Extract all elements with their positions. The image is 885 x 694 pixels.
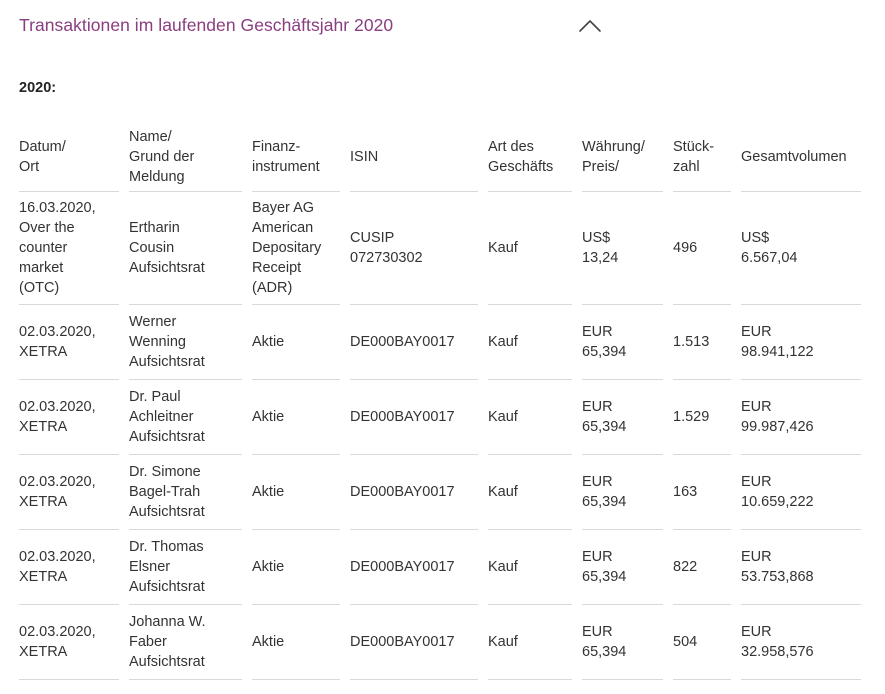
- cell-instrument: Aktie: [252, 605, 350, 680]
- cell-isin: DE000BAY0017: [350, 455, 488, 530]
- cell-isin: DE000BAY0017: [350, 530, 488, 605]
- cell-date-place: 02.03.2020, XETRA: [19, 605, 129, 680]
- table-header-row: Datum/ Ort Name/ Grund der Meldung Finan…: [19, 120, 861, 192]
- cell-date-place: 02.03.2020, XETRA: [19, 380, 129, 455]
- table-row: 02.03.2020, XETRA Dr. Thomas Elsner Aufs…: [19, 530, 861, 605]
- table-row: 02.03.2020, XETRA Werner Wenning Aufsich…: [19, 305, 861, 380]
- cell-instrument: Bayer AG American Depositary Receipt (AD…: [252, 192, 350, 305]
- cell-type: Kauf: [488, 380, 582, 455]
- year-heading: 2020:: [19, 80, 57, 96]
- cell-instrument: Aktie: [252, 305, 350, 380]
- cell-total-volume: EUR 10.659,222: [741, 455, 861, 530]
- cell-currency-price: US$ 13,24: [582, 192, 673, 305]
- cell-quantity: 163: [673, 455, 741, 530]
- cell-type: Kauf: [488, 530, 582, 605]
- cell-date-place: 02.03.2020, XETRA: [19, 305, 129, 380]
- cell-name-reason: Ertharin Cousin Aufsichtsrat: [129, 192, 252, 305]
- column-header-currency-price: Währung/ Preis/: [582, 120, 673, 192]
- column-header-type: Art des Geschäfts: [488, 120, 582, 192]
- cell-name-reason: Dr. Paul Achleitner Aufsichtsrat: [129, 380, 252, 455]
- cell-quantity: 496: [673, 192, 741, 305]
- column-header-instrument: Finanz- instrument: [252, 120, 350, 192]
- cell-name-reason: Dr. Simone Bagel-Trah Aufsichtsrat: [129, 455, 252, 530]
- cell-isin: CUSIP 072730302: [350, 192, 488, 305]
- column-header-quantity: Stück- zahl: [673, 120, 741, 192]
- cell-type: Kauf: [488, 305, 582, 380]
- cell-total-volume: EUR 99.987,426: [741, 380, 861, 455]
- cell-currency-price: EUR 65,394: [582, 455, 673, 530]
- chevron-up-icon[interactable]: [578, 18, 602, 34]
- table-row: 02.03.2020, XETRA Dr. Simone Bagel-Trah …: [19, 455, 861, 530]
- column-header-isin: ISIN: [350, 120, 488, 192]
- cell-quantity: 504: [673, 605, 741, 680]
- column-header-total-volume: Gesamtvolumen: [741, 120, 861, 192]
- table-row: 16.03.2020, Over the counter market (OTC…: [19, 192, 861, 305]
- cell-currency-price: EUR 65,394: [582, 530, 673, 605]
- cell-name-reason: Dr. Thomas Elsner Aufsichtsrat: [129, 530, 252, 605]
- column-header-name-reason: Name/ Grund der Meldung: [129, 120, 252, 192]
- cell-date-place: 02.03.2020, XETRA: [19, 455, 129, 530]
- cell-quantity: 1.513: [673, 305, 741, 380]
- table-row: 02.03.2020, XETRA Johanna W. Faber Aufsi…: [19, 605, 861, 680]
- cell-currency-price: EUR 65,394: [582, 380, 673, 455]
- table-row: 02.03.2020, XETRA Dr. Paul Achleitner Au…: [19, 380, 861, 455]
- cell-isin: DE000BAY0017: [350, 605, 488, 680]
- cell-total-volume: US$ 6.567,04: [741, 192, 861, 305]
- cell-type: Kauf: [488, 605, 582, 680]
- cell-name-reason: Johanna W. Faber Aufsichtsrat: [129, 605, 252, 680]
- cell-instrument: Aktie: [252, 530, 350, 605]
- accordion-title[interactable]: Transaktionen im laufenden Geschäftsjahr…: [19, 15, 394, 35]
- cell-type: Kauf: [488, 192, 582, 305]
- cell-total-volume: EUR 32.958,576: [741, 605, 861, 680]
- cell-date-place: 02.03.2020, XETRA: [19, 530, 129, 605]
- cell-total-volume: EUR 98.941,122: [741, 305, 861, 380]
- cell-type: Kauf: [488, 455, 582, 530]
- cell-instrument: Aktie: [252, 455, 350, 530]
- cell-isin: DE000BAY0017: [350, 305, 488, 380]
- cell-quantity: 822: [673, 530, 741, 605]
- cell-isin: DE000BAY0017: [350, 380, 488, 455]
- accordion-header[interactable]: Transaktionen im laufenden Geschäftsjahr…: [0, 0, 885, 56]
- transactions-table: Datum/ Ort Name/ Grund der Meldung Finan…: [19, 120, 861, 680]
- column-header-date-place: Datum/ Ort: [19, 120, 129, 192]
- cell-currency-price: EUR 65,394: [582, 305, 673, 380]
- cell-date-place: 16.03.2020, Over the counter market (OTC…: [19, 192, 129, 305]
- cell-currency-price: EUR 65,394: [582, 605, 673, 680]
- cell-name-reason: Werner Wenning Aufsichtsrat: [129, 305, 252, 380]
- cell-instrument: Aktie: [252, 380, 350, 455]
- cell-total-volume: EUR 53.753,868: [741, 530, 861, 605]
- cell-quantity: 1.529: [673, 380, 741, 455]
